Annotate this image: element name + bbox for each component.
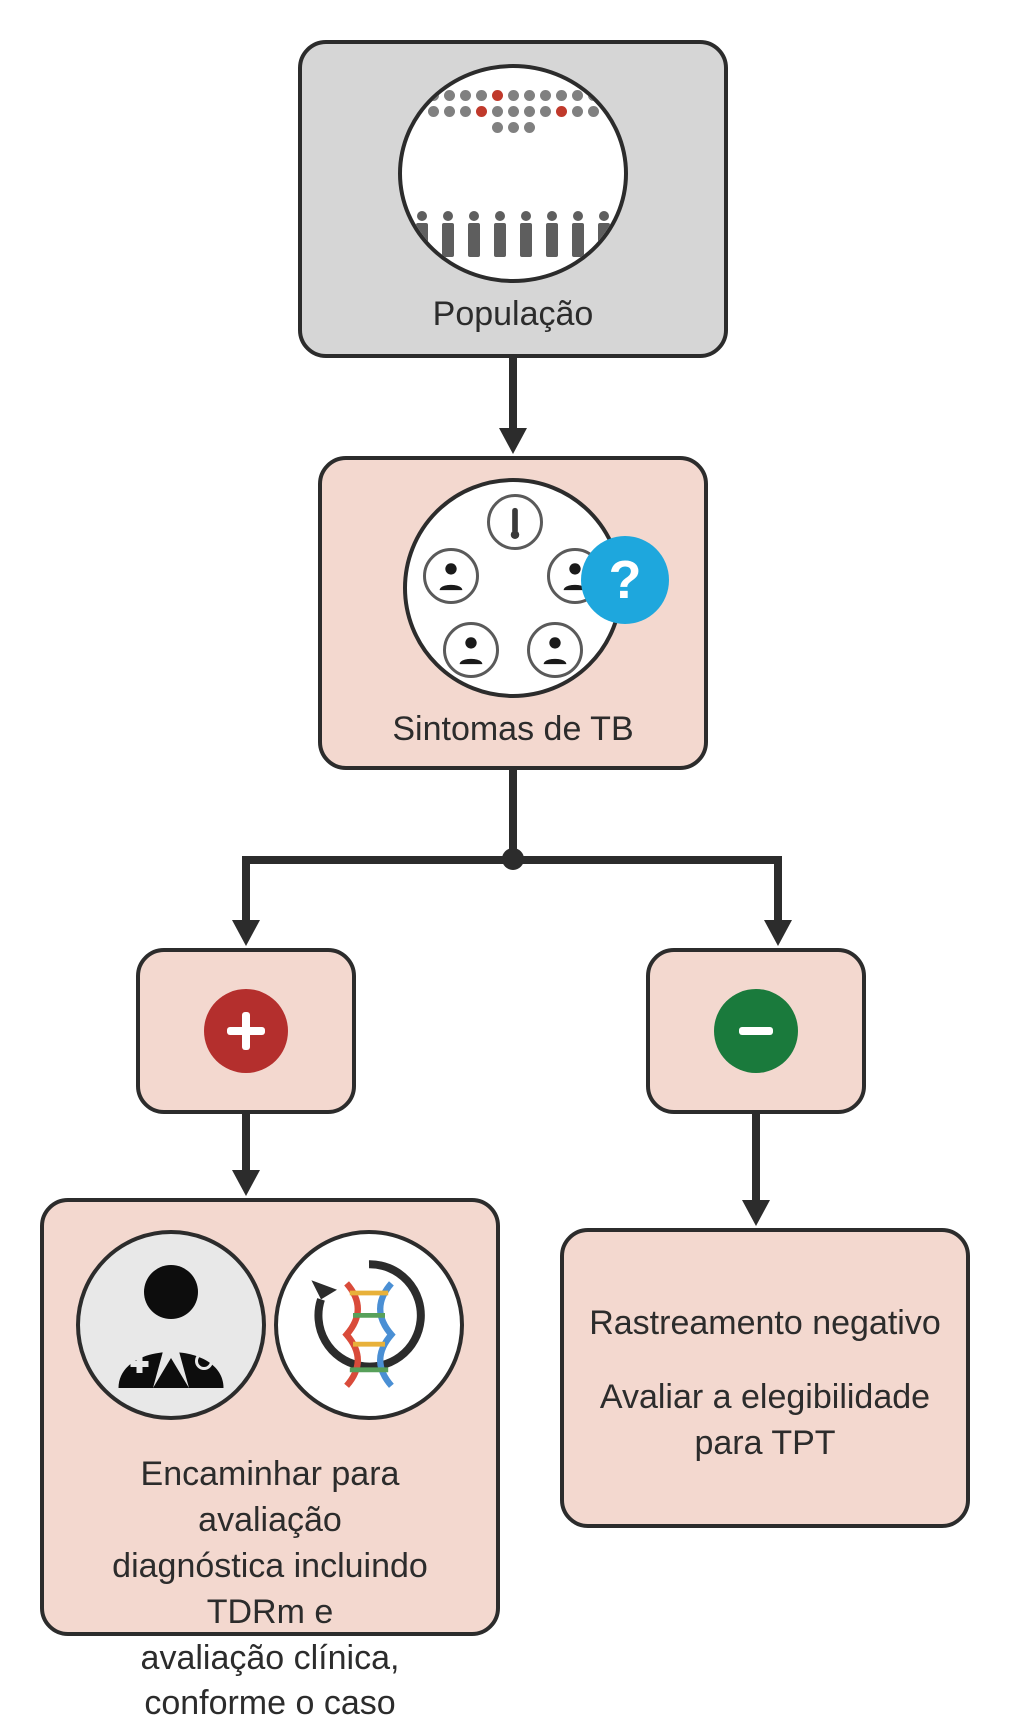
outcome-positive-line4: conforme o caso bbox=[64, 1681, 476, 1727]
doctor-icon bbox=[76, 1230, 266, 1420]
node-symptoms: ? Sintomas de TB bbox=[318, 456, 708, 770]
question-text: ? bbox=[609, 549, 642, 611]
node-population: População bbox=[298, 40, 728, 358]
arrow-head-icon bbox=[232, 1170, 260, 1196]
edge-branch-right-down bbox=[774, 856, 782, 920]
node-outcome-positive: Encaminhar para avaliação diagnóstica in… bbox=[40, 1198, 500, 1636]
question-badge-icon: ? bbox=[581, 536, 669, 624]
edge-pop-to-symptoms bbox=[509, 358, 517, 428]
symptoms-label: Sintomas de TB bbox=[392, 710, 633, 749]
minus-icon bbox=[714, 989, 798, 1073]
arrow-head-icon bbox=[232, 920, 260, 946]
outcome-negative-line2: Avaliar a elegibilidade bbox=[589, 1375, 941, 1421]
edge-negative-down bbox=[752, 1114, 760, 1200]
arrow-head-icon bbox=[742, 1200, 770, 1226]
node-outcome-negative: Rastreamento negativo Avaliar a elegibil… bbox=[560, 1228, 970, 1528]
edge-positive-down bbox=[242, 1114, 250, 1170]
edge-symptoms-down bbox=[509, 770, 517, 856]
population-label: População bbox=[433, 295, 594, 334]
outcome-negative-line3: para TPT bbox=[589, 1421, 941, 1467]
node-positive bbox=[136, 948, 356, 1114]
outcome-negative-text: Rastreamento negativo Avaliar a elegibil… bbox=[589, 1301, 941, 1467]
dna-test-icon bbox=[274, 1230, 464, 1420]
arrow-head-icon bbox=[499, 428, 527, 454]
population-dots bbox=[402, 90, 624, 133]
node-negative bbox=[646, 948, 866, 1114]
outcome-negative-line1: Rastreamento negativo bbox=[589, 1301, 941, 1347]
outcome-positive-text: Encaminhar para avaliação diagnóstica in… bbox=[64, 1452, 476, 1727]
population-people-icon bbox=[402, 211, 624, 257]
outcome-positive-line3: avaliação clínica, bbox=[64, 1636, 476, 1682]
plus-icon bbox=[204, 989, 288, 1073]
outcome-positive-line2: diagnóstica incluindo TDRm e bbox=[64, 1544, 476, 1636]
arrow-head-icon bbox=[764, 920, 792, 946]
population-icon bbox=[398, 64, 628, 283]
edge-branch-left-down bbox=[242, 856, 250, 920]
outcome-positive-line1: Encaminhar para avaliação bbox=[64, 1452, 476, 1544]
edge-branch-horizontal bbox=[242, 856, 782, 864]
